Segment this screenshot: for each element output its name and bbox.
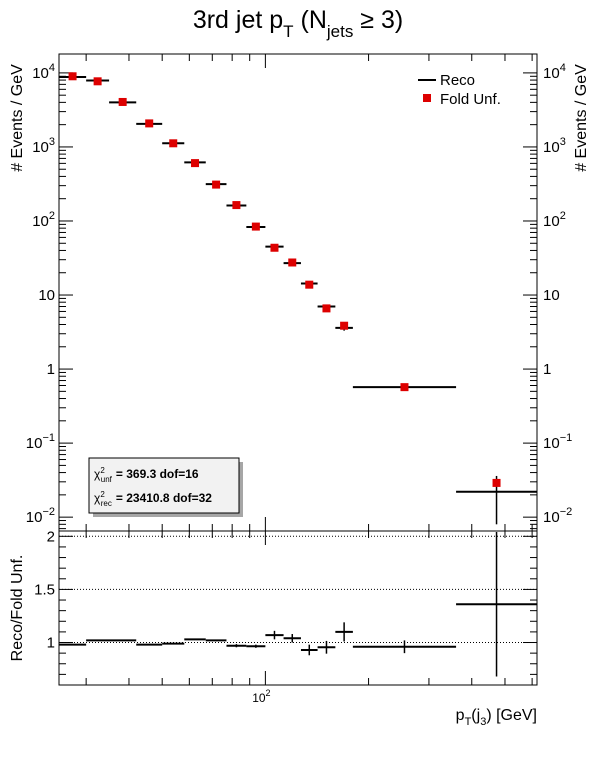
y-tick-label-right: 10 [543, 287, 560, 304]
fold-unf-marker [212, 180, 221, 189]
legend-reco-label: Reco [440, 72, 475, 89]
fold-unf-marker [270, 243, 279, 252]
ratio-y-tick-label: 1.5 [34, 581, 55, 598]
axis-ticks: 104 104 103 103 102 102 10 10 1 1 10−1 10−1 10−2 10−2… [26, 54, 572, 705]
ratio-y-tick-label: 1 [47, 635, 55, 652]
fold-unf-marker [305, 280, 314, 289]
ratio-y-tick-label: 2 [47, 528, 55, 545]
y-axis-label-top: # Events / GeV [9, 64, 26, 172]
fold-unf-marker [322, 304, 331, 313]
fold-unf-marker [93, 77, 102, 86]
fold-unf-marker [68, 72, 77, 81]
y-tick-label-right: 10−2 [543, 506, 572, 526]
fold-unf-marker [400, 383, 409, 392]
y-tick-label-right: 10−1 [543, 432, 572, 452]
y-tick-label-left: 10−2 [26, 506, 55, 526]
chart-title: 3rd jet pT (Njets ≥ 3) [193, 6, 403, 41]
y-tick-label-left: 104 [32, 62, 55, 82]
y-tick-label-right: 104 [543, 62, 566, 82]
chi2-unf-line: χ2 unf = 369.3 dof=16 [94, 466, 199, 484]
fold-unf-marker [288, 258, 297, 267]
fold-unf-marker [232, 201, 241, 210]
ratio-plot-frame [58, 530, 538, 686]
fold-unf-marker [191, 159, 200, 168]
x-axis-label: pT(j3) [GeV] [456, 707, 537, 728]
y-tick-label-left: 103 [32, 136, 55, 156]
fold-unf-marker [492, 478, 501, 487]
y-axis-label-top-right: # Events / GeV [573, 64, 590, 172]
fold-unf-marker [251, 222, 260, 231]
ratio-reference-lines [59, 535, 537, 644]
legend: Reco Fold Unf. [418, 72, 501, 108]
y-tick-label-left: 102 [32, 210, 55, 230]
data-marks [59, 72, 537, 677]
y-axis-label-bottom: Reco/Fold Unf. [9, 555, 26, 662]
y-tick-label-left: 10−1 [26, 432, 55, 452]
legend-fold-swatch [423, 94, 431, 102]
fold-unf-marker [169, 139, 178, 148]
chi2-rec-line: χ2 rec = 23410.8 dof=32 [94, 490, 212, 508]
y-tick-label-right: 102 [543, 210, 566, 230]
stats-box-panel [88, 457, 240, 514]
y-tick-label-left: 10 [38, 287, 55, 304]
fold-unf-marker [145, 119, 154, 128]
y-tick-label-right: 1 [543, 361, 551, 378]
y-tick-label-left: 1 [47, 361, 55, 378]
fold-unf-marker [340, 321, 349, 330]
y-tick-label-right: 103 [543, 136, 566, 156]
legend-fold-label: Fold Unf. [440, 91, 501, 108]
x-tick-label: 102 [252, 688, 270, 705]
fold-unf-marker [118, 97, 127, 106]
stats-box: χ2 unf = 369.3 dof=16 χ2 rec = 23410.8 dof=3… [88, 457, 243, 517]
